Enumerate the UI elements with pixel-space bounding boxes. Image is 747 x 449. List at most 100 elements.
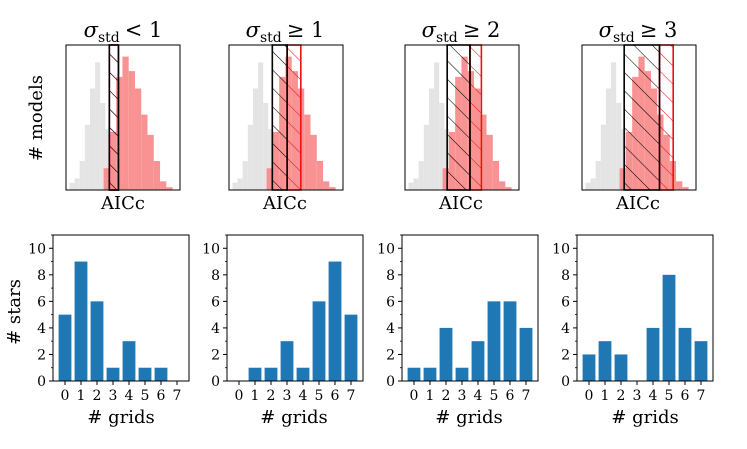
bar-0 xyxy=(58,314,72,381)
bar-3 xyxy=(455,367,469,381)
bar-6 xyxy=(678,327,692,381)
gray-hist-bin xyxy=(413,178,419,190)
red-hist-bin xyxy=(147,134,154,190)
gray-hist-bin xyxy=(74,178,80,190)
x-tick-label: 6 xyxy=(506,388,515,404)
red-hist-bin xyxy=(134,88,142,190)
y-tick-label: 6 xyxy=(386,294,395,310)
gray-hist-bin xyxy=(105,129,111,190)
gray-hist-bin xyxy=(408,182,414,190)
red-hist-bin xyxy=(316,161,324,190)
x-tick-label: 4 xyxy=(649,388,658,404)
bar-4 xyxy=(296,367,310,381)
panel-title-4: σstd ≥ 3 xyxy=(599,18,678,46)
panel-title-3: σstd ≥ 2 xyxy=(422,18,501,46)
red-hist-bin xyxy=(266,168,273,190)
red-hist-bin xyxy=(442,168,449,190)
red-hatched-interval xyxy=(469,44,483,191)
y-tick-label: 4 xyxy=(386,321,395,337)
gray-hist-bin xyxy=(84,124,90,190)
histogram-frame xyxy=(228,44,344,191)
black-hatched-interval xyxy=(108,44,120,191)
black-hatched-interval xyxy=(271,44,288,191)
gray-hist-bin xyxy=(434,62,440,190)
gray-hist-bin xyxy=(69,182,75,190)
bar-1 xyxy=(598,341,612,381)
bar-7 xyxy=(694,341,708,381)
x-tick-label: 6 xyxy=(331,388,340,404)
gray-hist-bin xyxy=(252,88,259,190)
bar-1 xyxy=(74,261,88,381)
bar-4 xyxy=(122,341,136,381)
red-hist-bin xyxy=(676,181,683,190)
gray-hist-bin xyxy=(605,88,612,190)
bottom-xlabel-4: # grids xyxy=(611,407,678,428)
red-hist-bin xyxy=(310,134,317,190)
histogram-frame xyxy=(581,44,697,191)
bar-4 xyxy=(471,341,485,381)
bar-4 xyxy=(646,327,660,381)
bar-frame xyxy=(576,234,714,382)
y-tick-label: 2 xyxy=(561,347,570,363)
x-tick-label: 0 xyxy=(585,388,594,404)
bar-0 xyxy=(582,354,596,381)
red-hist-bin xyxy=(103,168,110,190)
gray-hist-bin xyxy=(595,161,601,190)
red-hatched-interval xyxy=(286,44,302,191)
gray-hist-bin xyxy=(237,178,243,190)
x-tick-label: 1 xyxy=(77,388,86,404)
x-tick-label: 3 xyxy=(109,388,118,404)
gray-hist-bin xyxy=(428,88,435,190)
x-tick-label: 7 xyxy=(522,388,531,404)
y-tick-label: 10 xyxy=(202,241,220,257)
y-tick-label: 8 xyxy=(386,268,395,284)
y-tick-label: 10 xyxy=(377,241,395,257)
x-tick-label: 7 xyxy=(173,388,182,404)
histogram-panel-3 xyxy=(404,44,520,191)
y-tick-label: 4 xyxy=(561,321,570,337)
y-tick-label: 2 xyxy=(386,347,395,363)
histogram-frame xyxy=(404,44,520,191)
red-hist-bin xyxy=(323,181,330,190)
gray-hist-bin xyxy=(611,62,617,190)
y-tick-label: 8 xyxy=(211,268,220,284)
bottom-ylabel: # stars xyxy=(4,279,25,345)
bar-6 xyxy=(328,261,342,381)
x-tick-label: 4 xyxy=(125,388,134,404)
histogram-frame xyxy=(65,44,181,191)
red-hist-bin xyxy=(116,76,123,190)
red-hist-bin xyxy=(329,187,336,190)
bar-2 xyxy=(614,354,628,381)
red-hist-bin xyxy=(682,187,689,190)
histogram-panel-4 xyxy=(581,44,697,191)
x-tick-label: 5 xyxy=(490,388,499,404)
y-tick-label: 8 xyxy=(37,268,46,284)
x-tick-label: 2 xyxy=(93,388,102,404)
red-hist-bin xyxy=(492,161,500,190)
gray-hist-bin xyxy=(418,161,424,190)
red-hist-bin xyxy=(166,187,173,190)
gray-hist-bin xyxy=(268,129,274,190)
gray-hist-bin xyxy=(590,178,596,190)
bottom-xlabel-3: # grids xyxy=(435,407,502,428)
x-tick-label: 2 xyxy=(267,388,276,404)
bar-1 xyxy=(248,367,262,381)
top-xlabel-1: AICc xyxy=(100,193,145,214)
gray-hist-bin xyxy=(242,161,248,190)
x-tick-label: 6 xyxy=(681,388,690,404)
red-hist-bin xyxy=(160,181,167,190)
y-tick-label: 6 xyxy=(211,294,220,310)
bar-frame xyxy=(52,234,190,382)
top-xlabel-3: AICc xyxy=(438,193,483,214)
gray-hist-bin xyxy=(258,62,264,190)
red-hist-bin xyxy=(480,114,487,190)
bar-5 xyxy=(662,274,676,381)
gray-hist-bin xyxy=(423,124,429,190)
x-tick-label: 3 xyxy=(633,388,642,404)
bar-frame xyxy=(401,234,539,382)
gray-hist-bin xyxy=(79,161,85,190)
bar-6 xyxy=(503,301,517,381)
